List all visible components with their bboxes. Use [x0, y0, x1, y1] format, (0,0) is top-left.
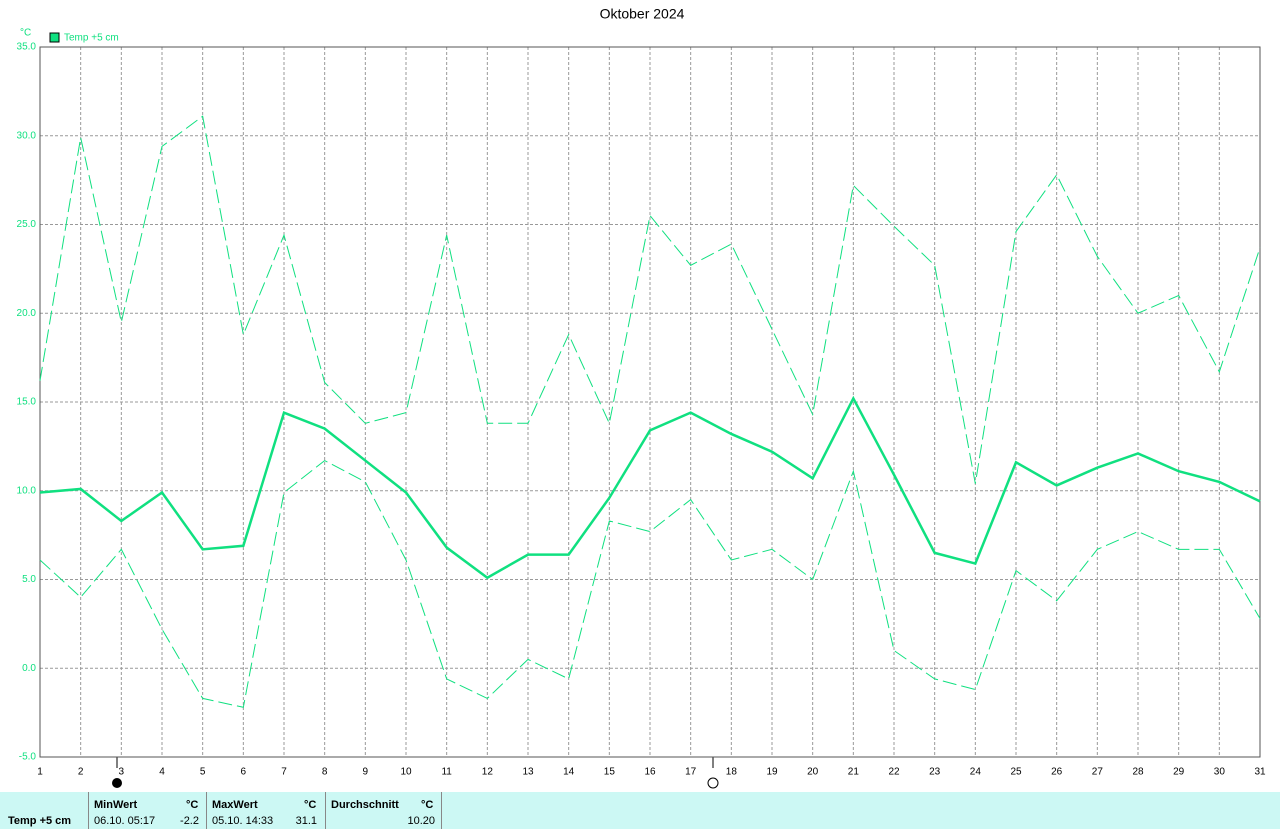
separator [441, 792, 442, 829]
avg-unit: °C [421, 799, 434, 811]
separator [206, 792, 207, 829]
series-line [39, 459, 1261, 708]
max-title: MaxWert [212, 799, 258, 811]
plot-border [39, 46, 1261, 758]
x-tick-label: 28 [1132, 767, 1144, 778]
x-tick-label: 22 [888, 767, 900, 778]
max-unit: °C [304, 799, 317, 811]
y-tick-label: 20.0 [17, 308, 37, 319]
x-tick-label: 8 [322, 767, 328, 778]
x-tick-label: 24 [970, 767, 982, 778]
x-tick-label: 6 [241, 767, 247, 778]
x-tick-label: 31 [1254, 767, 1266, 778]
separator [88, 792, 89, 829]
x-tick-label: 27 [1092, 767, 1104, 778]
x-tick-label: 12 [482, 767, 494, 778]
y-tick-label: 0.0 [22, 663, 36, 674]
x-tick-label: 25 [1010, 767, 1022, 778]
x-tick-label: 11 [441, 767, 452, 778]
y-tick-label: 35.0 [17, 42, 37, 53]
chart: Oktober 2024 °C -5.00.05.010.015.020.025… [17, 6, 1266, 789]
x-tick-label: 17 [685, 767, 697, 778]
x-tick-label: 26 [1051, 767, 1063, 778]
legend-label: Temp +5 cm [64, 33, 119, 44]
max-time: 05.10. 14:33 [212, 815, 274, 827]
x-tick-label: 16 [644, 767, 656, 778]
avg-title: Durchschnitt [331, 799, 399, 811]
legend-swatch [49, 32, 60, 43]
x-tick-label: 9 [363, 767, 369, 778]
x-tick-label: 29 [1173, 767, 1185, 778]
x-tick-label: 21 [848, 767, 860, 778]
x-tick-label: 2 [78, 767, 84, 778]
series-line [39, 395, 1261, 580]
x-tick-label: 30 [1214, 767, 1226, 778]
y-tick-label: -5.0 [19, 752, 37, 763]
y-tick-label: 30.0 [17, 130, 37, 141]
min-unit: °C [186, 799, 199, 811]
new-moon-icon [707, 777, 719, 789]
x-tick-label: 10 [400, 767, 412, 778]
min-title: MinWert [94, 799, 138, 811]
x-tick-label: 14 [563, 767, 575, 778]
avg-value: 10.20 [407, 815, 435, 827]
x-tick-label: 7 [281, 767, 287, 778]
separator [325, 792, 326, 829]
y-tick-label: 25.0 [17, 219, 37, 230]
x-tick-label: 19 [766, 767, 778, 778]
x-tick-label: 4 [159, 767, 165, 778]
y-unit: °C [20, 28, 31, 39]
chart-title: Oktober 2024 [600, 6, 685, 22]
y-tick-label: 15.0 [17, 397, 37, 408]
x-tick-label: 1 [37, 767, 43, 778]
min-value: -2.2 [180, 815, 199, 827]
x-tick-label: 23 [929, 767, 941, 778]
x-tick-label: 5 [200, 767, 206, 778]
stats-label: Temp +5 cm [8, 815, 72, 827]
x-tick-label: 20 [807, 767, 819, 778]
full-moon-icon [112, 778, 122, 788]
x-tick-label: 18 [726, 767, 738, 778]
y-tick-label: 10.0 [17, 485, 37, 496]
min-time: 06.10. 05:17 [94, 815, 156, 827]
x-tick-label: 15 [604, 767, 616, 778]
x-tick-label: 3 [119, 767, 125, 778]
y-tick-label: 5.0 [22, 574, 36, 585]
x-tick-label: 13 [522, 767, 534, 778]
max-value: 31.1 [295, 815, 317, 827]
stats-table: Temp +5 cm MinWert °C 06.10. 05:17 -2.2 … [0, 792, 1280, 829]
